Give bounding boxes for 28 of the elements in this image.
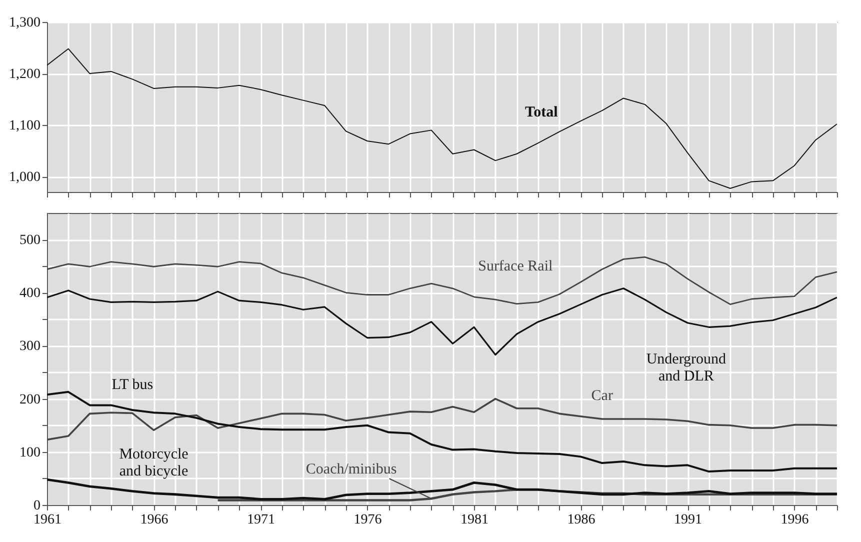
x-tick-label: 1986 — [567, 512, 596, 528]
x-tick-label: 1961 — [34, 512, 62, 528]
x-tick-label: 1966 — [140, 512, 168, 528]
y-tick-label: 200 — [20, 392, 40, 408]
y-tick-label: 400 — [20, 286, 40, 302]
y-tick-label: 1,000 — [9, 170, 40, 186]
y-tick-label: 0 — [34, 498, 40, 514]
x-tick-label: 1971 — [247, 512, 276, 528]
x-tick-label: 1996 — [780, 512, 809, 528]
line-series — [47, 478, 837, 500]
series-label: Car — [591, 388, 613, 404]
line-series — [47, 48, 837, 189]
x-tick-label: 1991 — [674, 512, 702, 528]
series-label: Motorcycle and bicycle — [119, 446, 189, 480]
y-tick-label: 1,100 — [9, 118, 40, 134]
x-tick-label: 1981 — [460, 512, 489, 528]
series-label: Coach/minibus — [306, 462, 397, 478]
series-label: Underground and DLR — [646, 351, 727, 384]
y-tick-label: 500 — [20, 233, 40, 248]
y-tick-label: 1,200 — [9, 67, 40, 82]
y-tick-label: 100 — [20, 445, 40, 460]
x-tick-label: 1976 — [354, 512, 382, 528]
series-label: LT bus — [112, 376, 154, 393]
series-label: Surface Rail — [478, 258, 553, 275]
y-tick-label: 1,300 — [9, 16, 40, 30]
line-series — [47, 256, 837, 306]
y-tick-label: 300 — [20, 339, 40, 354]
series-label: Total — [525, 104, 558, 121]
